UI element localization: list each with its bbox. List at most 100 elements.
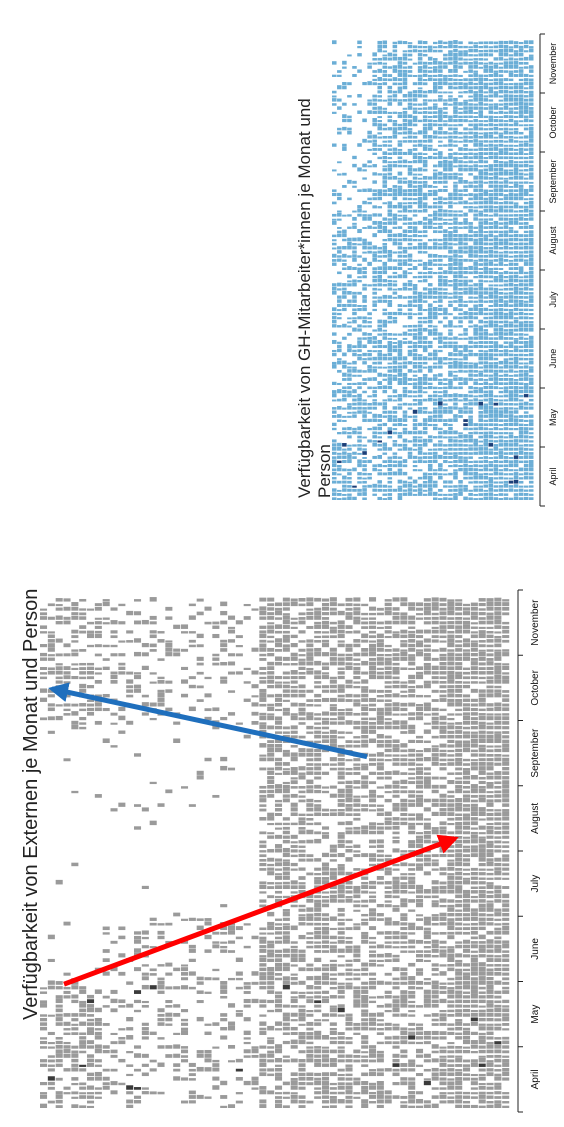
- externe-cell: [455, 807, 462, 812]
- externe-cell: [400, 635, 407, 638]
- gh-cell: [423, 362, 428, 365]
- gh-cell: [388, 333, 393, 336]
- externe-cell: [487, 914, 494, 917]
- chart-externe: AprilMayJuneJulyAugustSeptemberOctoberNo…: [20, 589, 541, 1112]
- gh-cell: [403, 41, 408, 44]
- gh-cell: [347, 82, 352, 85]
- gh-cell: [342, 119, 347, 122]
- externe-cell: [56, 653, 63, 656]
- externe-cell: [228, 627, 235, 629]
- gh-cell: [428, 126, 433, 130]
- externe-cell: [369, 954, 376, 958]
- gh-cell: [418, 156, 423, 159]
- gh-cell: [403, 50, 408, 52]
- gh-cell: [377, 325, 382, 328]
- externe-cell: [338, 1069, 345, 1072]
- gh-cell: [367, 325, 372, 327]
- externe-cell: [400, 1096, 407, 1099]
- externe-cell: [353, 1027, 360, 1031]
- externe-cell: [502, 977, 509, 980]
- gh-cell: [347, 266, 352, 270]
- externe-cell: [87, 634, 94, 638]
- gh-cell: [332, 214, 337, 217]
- externe-cell: [299, 1032, 306, 1035]
- externe-cell: [338, 928, 345, 931]
- externe-cell: [361, 830, 368, 834]
- gh-cell: [362, 445, 367, 447]
- externe-cell: [259, 768, 266, 771]
- externe-cell: [361, 1064, 368, 1067]
- externe-cell: [244, 699, 251, 702]
- externe-cell: [455, 662, 462, 665]
- externe-cell: [393, 895, 400, 898]
- externe-cell: [56, 604, 63, 606]
- externe-cell: [447, 754, 454, 756]
- externe-cell: [377, 839, 384, 843]
- externe-cell: [56, 671, 63, 675]
- externe-cell: [502, 1045, 509, 1048]
- externe-cell: [275, 694, 282, 698]
- externe-cell: [440, 905, 447, 907]
- externe-cell: [440, 608, 447, 611]
- externe-cell: [463, 854, 470, 857]
- externe-cell: [126, 1064, 133, 1067]
- externe-month-axis: AprilMayJuneJulyAugustSeptemberOctoberNo…: [518, 590, 541, 1112]
- externe-cell: [494, 1104, 501, 1108]
- externe-cell: [346, 1059, 353, 1062]
- gh-cell: [403, 94, 408, 98]
- externe-cell: [408, 926, 415, 930]
- externe-cell: [377, 759, 384, 762]
- gh-cell: [403, 197, 408, 200]
- externe-cell: [447, 621, 454, 624]
- externe-cell: [40, 1095, 47, 1099]
- gh-cell: [388, 79, 393, 82]
- externe-cell: [408, 644, 415, 647]
- externe-cell: [299, 1059, 306, 1062]
- externe-cell: [479, 758, 486, 761]
- externe-cell: [455, 876, 462, 880]
- externe-cell: [306, 597, 313, 601]
- externe-cell: [95, 626, 102, 629]
- externe-cell: [447, 791, 454, 793]
- externe-cell: [291, 703, 298, 707]
- externe-cell: [314, 704, 321, 706]
- gh-cell: [367, 251, 372, 254]
- externe-cell: [393, 707, 400, 711]
- externe-cell: [291, 996, 298, 998]
- externe-cell: [64, 973, 71, 976]
- externe-cell: [494, 972, 501, 976]
- gh-cell: [428, 476, 433, 479]
- externe-cell: [259, 955, 266, 957]
- externe-cell: [330, 1041, 337, 1044]
- externe-cell: [283, 762, 290, 766]
- externe-cell: [408, 976, 415, 980]
- externe-cell: [134, 826, 141, 829]
- externe-cell: [487, 885, 494, 889]
- gh-cell: [342, 390, 347, 393]
- externe-cell: [299, 773, 306, 775]
- externe-cell: [479, 818, 486, 820]
- externe-cell: [408, 1005, 415, 1008]
- gh-cell: [393, 280, 398, 282]
- externe-cell: [361, 1099, 368, 1103]
- externe-cell: [95, 644, 102, 647]
- externe-cell: [377, 859, 384, 862]
- externe-cell: [220, 904, 227, 907]
- gh-cell: [418, 436, 423, 438]
- gh-cell: [337, 414, 342, 418]
- gh-cell: [388, 312, 393, 315]
- externe-cell: [244, 1031, 251, 1035]
- externe-cell: [377, 777, 384, 780]
- externe-cell: [424, 1031, 431, 1035]
- externe-cell: [95, 1065, 102, 1067]
- externe-cell: [487, 1063, 494, 1067]
- gh-cell: [433, 460, 438, 463]
- gh-cell: [423, 476, 428, 480]
- externe-cell: [259, 1104, 266, 1108]
- externe-cell: [322, 763, 329, 766]
- externe-cell: [502, 1000, 509, 1003]
- externe-cell: [502, 793, 509, 797]
- gh-cell: [423, 411, 428, 414]
- externe-cell: [259, 958, 266, 962]
- externe-cell: [416, 1065, 423, 1067]
